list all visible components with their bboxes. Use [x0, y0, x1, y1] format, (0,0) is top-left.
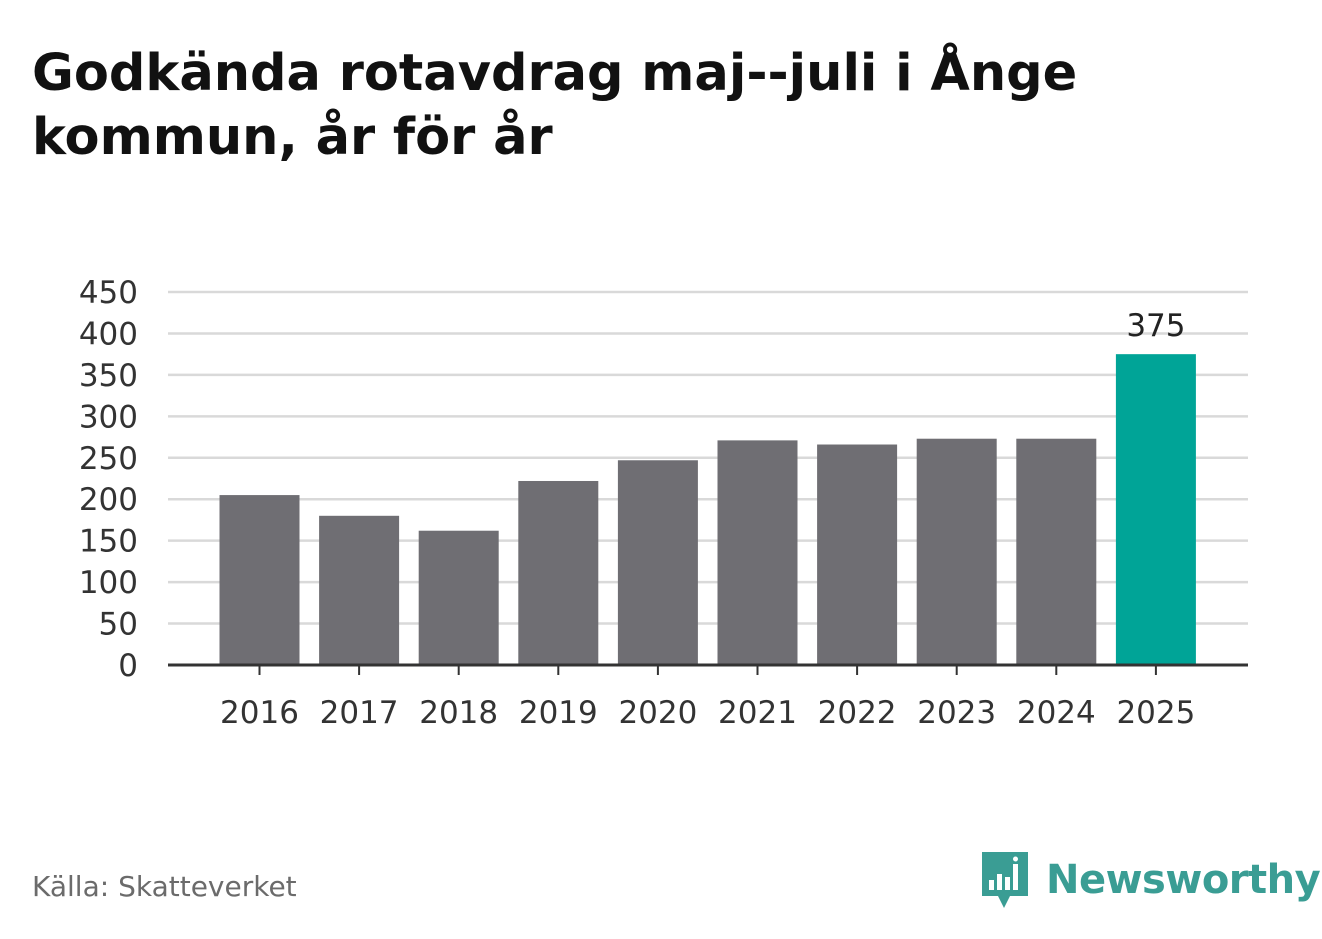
y-tick-label: 400	[79, 316, 138, 352]
y-tick-label: 300	[79, 399, 138, 435]
x-tick-label: 2021	[718, 695, 797, 731]
x-tick-label: 2018	[419, 695, 498, 731]
y-axis-ticks: 0 50 100 150 200 250 300 350 400 450	[79, 275, 138, 684]
y-tick-label: 100	[79, 565, 138, 601]
y-tick-label: 450	[79, 275, 138, 311]
y-tick-label: 0	[118, 648, 138, 684]
y-tick-label: 150	[79, 524, 138, 560]
bars	[219, 354, 1196, 665]
bar	[518, 480, 599, 665]
x-tick-label: 2023	[917, 695, 996, 731]
x-tick-label: 2016	[220, 695, 299, 731]
chart-title: Godkända rotavdrag maj--juli i Ånge komm…	[32, 44, 1078, 167]
bar	[717, 440, 798, 665]
bar-highlighted	[1115, 354, 1196, 665]
y-tick-label: 200	[79, 482, 138, 518]
x-tick-label: 2019	[519, 695, 598, 731]
data-labels: 375	[1126, 308, 1185, 344]
y-tick-label: 350	[79, 358, 138, 394]
brand-name: Newsworthy	[1046, 857, 1321, 903]
y-tick-label: 50	[99, 607, 138, 643]
x-tick-label: 2017	[320, 695, 399, 731]
x-tick-label: 2020	[618, 695, 697, 731]
bar	[1016, 438, 1097, 665]
bar	[916, 438, 997, 665]
x-tick-label: 2022	[818, 695, 897, 731]
brand-logo: Newsworthy	[980, 850, 1321, 910]
x-axis: 2016 2017 2018 2019 2020 2021 2022 2023 2024 2025	[168, 663, 1248, 731]
bar	[319, 515, 400, 665]
bar	[219, 495, 300, 665]
source-note: Källa: Skatteverket	[32, 870, 297, 903]
x-tick-label: 2025	[1116, 695, 1195, 731]
bar-chart-logo-icon	[982, 852, 1028, 908]
bar	[617, 460, 698, 665]
bar	[817, 444, 898, 665]
y-tick-label: 250	[79, 441, 138, 477]
bar	[418, 530, 499, 665]
data-label: 375	[1126, 308, 1185, 344]
x-tick-label: 2024	[1017, 695, 1096, 731]
